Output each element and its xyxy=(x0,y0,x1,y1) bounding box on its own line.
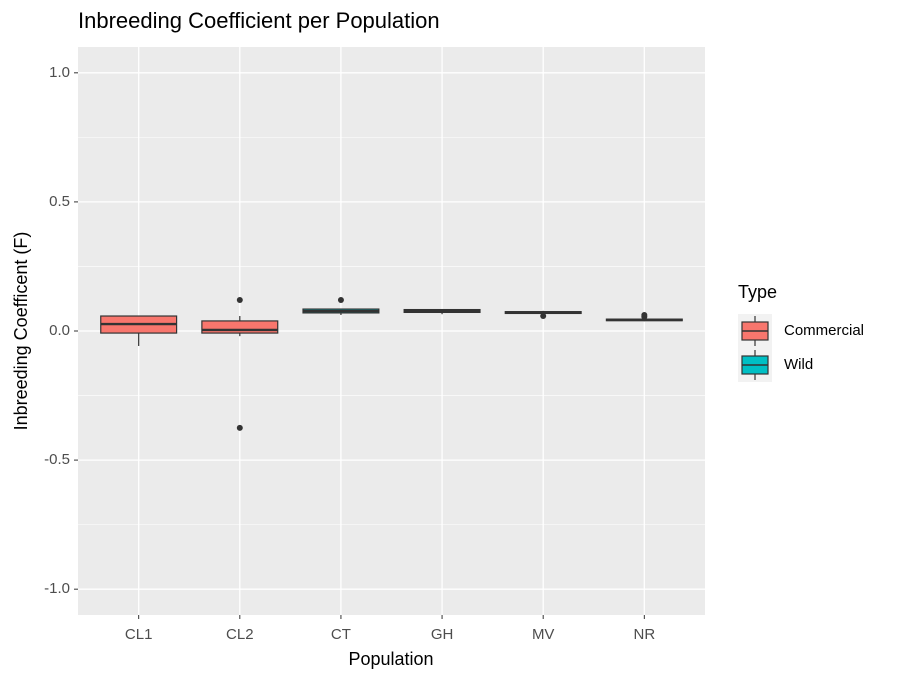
y-tick-label: 0.0 xyxy=(49,322,70,339)
chart-title: Inbreeding Coefficient per Population xyxy=(78,8,440,33)
x-tick-label: MV xyxy=(532,626,555,643)
y-axis-title: Inbreeding Coefficent (F) xyxy=(11,232,31,431)
x-tick-label: CT xyxy=(331,626,351,643)
legend-label: Wild xyxy=(784,356,813,373)
legend-label: Commercial xyxy=(784,322,864,339)
outlier xyxy=(236,297,243,304)
box xyxy=(201,320,279,334)
y-tick-label: 0.5 xyxy=(49,193,70,210)
x-axis-title: Population xyxy=(348,649,433,669)
y-tick-label: -0.5 xyxy=(44,451,70,468)
x-tick-label: NR xyxy=(633,626,655,643)
y-tick-label: -1.0 xyxy=(44,580,70,597)
outlier xyxy=(337,297,344,304)
x-tick-label: CL2 xyxy=(226,626,254,643)
legend-title: Type xyxy=(738,282,777,302)
x-tick-label: GH xyxy=(431,626,454,643)
x-tick-label: CL1 xyxy=(125,626,153,643)
outlier xyxy=(236,424,243,431)
y-tick-label: 1.0 xyxy=(49,64,70,81)
outlier xyxy=(641,313,648,320)
outlier xyxy=(540,313,547,320)
